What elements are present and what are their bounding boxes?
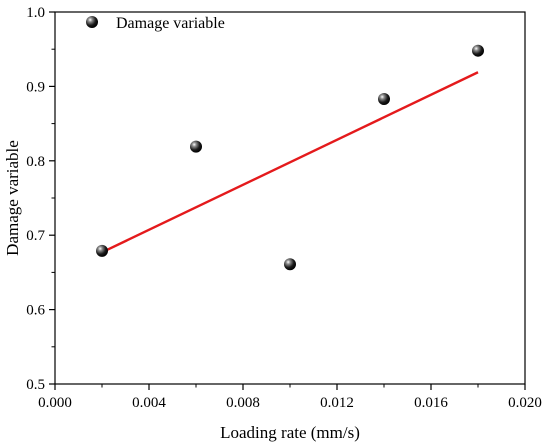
y-tick-label: 0.9 xyxy=(26,79,45,95)
fit-line-layer xyxy=(101,71,479,254)
plot-frame xyxy=(54,11,526,385)
legend-marker xyxy=(86,16,98,28)
y-tick-label: 1.0 xyxy=(26,5,45,21)
data-point xyxy=(472,44,484,57)
y-tick-label: 0.5 xyxy=(26,377,45,393)
fit-line xyxy=(101,71,479,254)
x-tick-label: 0.016 xyxy=(414,395,448,411)
x-tick-label: 0.020 xyxy=(508,395,542,411)
x-axis-ticks: 0.000 0.004 0.008 0.012 0.016 0.020 xyxy=(38,384,542,411)
x-axis-title: Loading rate (mm/s) xyxy=(220,423,360,442)
x-tick-label: 0.012 xyxy=(320,395,354,411)
data-point xyxy=(96,244,108,257)
data-point xyxy=(378,93,390,106)
y-tick-label: 0.8 xyxy=(26,154,45,170)
y-axis-title: Damage variable xyxy=(3,140,22,256)
x-tick-label: 0.000 xyxy=(38,395,72,411)
legend: Damage variable xyxy=(86,15,225,32)
x-tick-label: 0.004 xyxy=(132,395,166,411)
y-tick-label: 0.7 xyxy=(26,228,45,244)
legend-label: Damage variable xyxy=(116,15,225,32)
y-tick-label: 0.6 xyxy=(26,303,45,319)
data-point xyxy=(284,258,296,271)
x-tick-label: 0.008 xyxy=(226,395,260,411)
data-point xyxy=(190,140,202,153)
data-points-layer xyxy=(96,44,484,271)
y-axis-ticks: 0.5 0.6 0.7 0.8 0.9 1.0 xyxy=(26,5,55,393)
